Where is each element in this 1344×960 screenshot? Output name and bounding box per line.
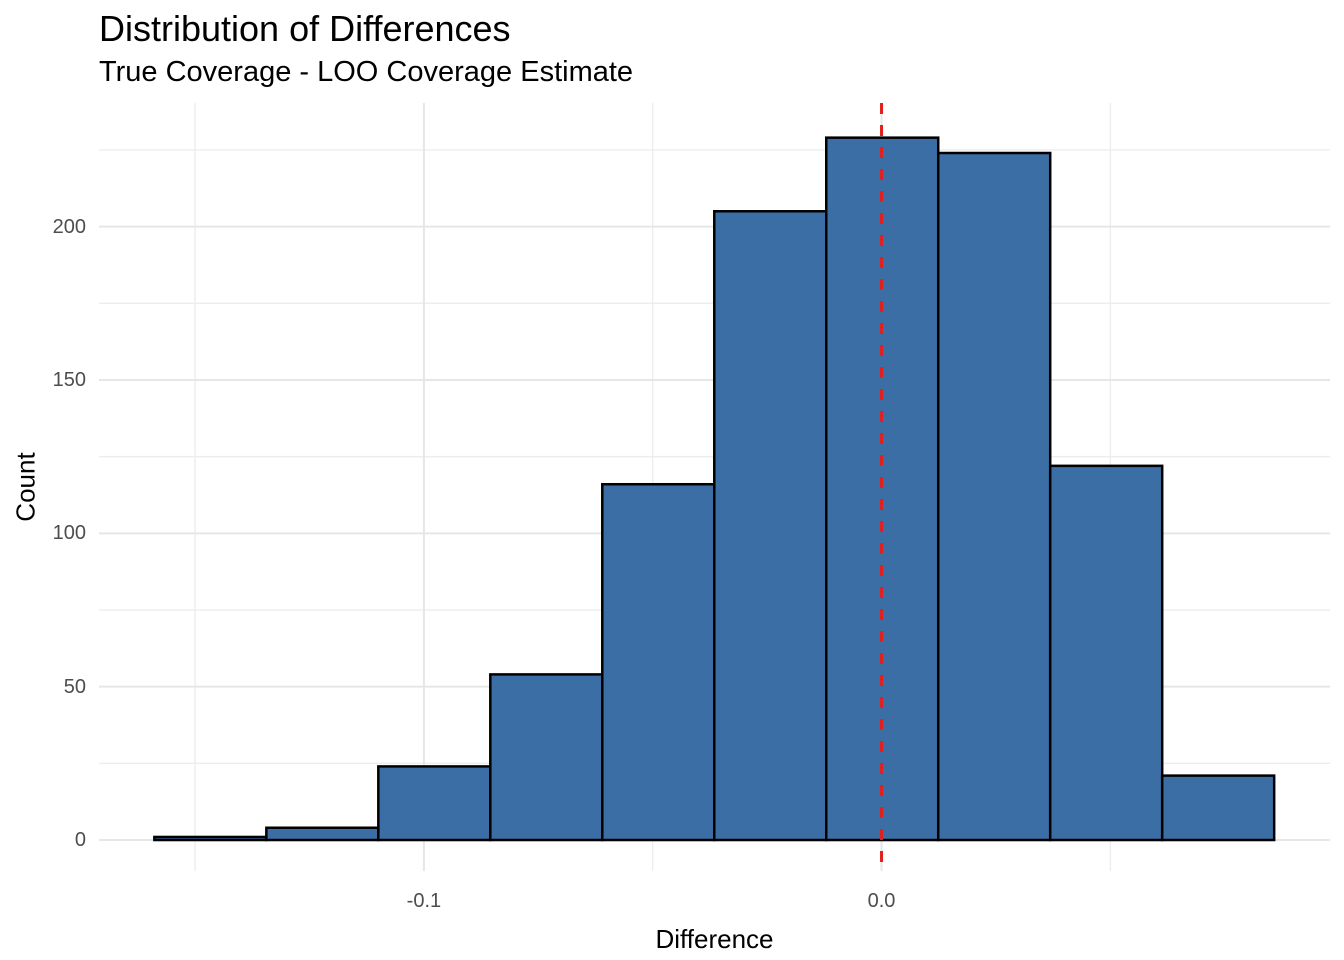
histogram-bar (936, 151, 1052, 842)
histogram-bar (1160, 774, 1276, 842)
y-tick-label: 0 (74, 829, 86, 852)
histogram-bar (153, 835, 268, 842)
histogram-bar (601, 482, 716, 842)
x-tick-label: -0.1 (406, 890, 442, 912)
histogram-bar (713, 210, 828, 842)
histogram-bar (265, 826, 380, 842)
y-tick-label: 100 (52, 522, 86, 545)
chart-title: Distribution of Differences (99, 8, 511, 49)
y-tick-label: 50 (63, 675, 86, 698)
chart-subtitle: True Coverage - LOO Coverage Estimate (99, 56, 634, 88)
y-tick-label: 200 (52, 215, 86, 238)
x-tick-label: 0.0 (867, 890, 896, 912)
y-tick-label: 150 (52, 368, 86, 391)
x-axis-title: Difference (655, 924, 774, 954)
histogram-bar (1048, 464, 1164, 842)
histogram-bar (377, 765, 492, 842)
histogram-bar (489, 673, 604, 842)
y-axis-title: Count (10, 452, 41, 522)
